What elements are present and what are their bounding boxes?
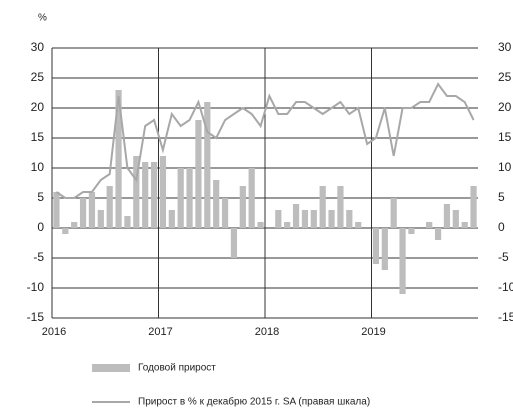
y-tick-label: 30 [31,40,45,54]
bar [443,204,451,228]
bar [292,204,300,228]
bar [328,210,335,228]
bar [88,192,96,228]
bar [301,210,309,228]
y2-tick-label: 15 [498,130,512,144]
bar [53,192,60,228]
bar [257,222,264,228]
y2-tick-label: -5 [498,250,509,264]
y-tick-label: 25 [31,70,45,84]
bar [168,210,175,228]
y-tick-label: -10 [27,280,45,294]
bar [319,186,326,228]
bar [97,210,104,228]
y-tick-label: 20 [31,100,45,114]
y2-tick-label: 20 [498,100,512,114]
y2-tick-label: 30 [498,40,512,54]
bar [204,102,211,228]
bar [133,156,140,228]
y2-tick-label: 0 [498,220,505,234]
bar [275,210,282,228]
bar [470,186,477,228]
y2-tick-label: -15 [498,310,513,324]
bar [399,228,406,294]
bar [71,222,78,228]
bar [284,222,291,228]
bar [461,222,468,228]
bar [239,186,246,228]
x-tick-label: 2018 [255,326,279,338]
x-tick-label: 2017 [148,326,172,338]
bar [372,228,380,264]
legend-label: Годовой прирост [138,363,216,374]
bar [186,168,193,228]
bar [62,228,69,234]
y-tick-label: -15 [27,310,45,324]
y-tick-label: 10 [31,160,45,174]
bar [150,162,158,228]
bar [381,228,388,270]
bar [337,186,344,228]
bar [230,228,238,258]
bar [346,210,353,228]
bar [124,216,131,228]
bar [390,198,397,228]
bar [248,168,255,228]
legend-label: Прирост в % к декабрю 2015 г. SA (правая… [138,396,370,408]
bar [452,210,459,228]
y-tick-label: 0 [37,220,44,234]
bar [426,222,433,228]
bar [310,210,317,228]
bar [115,90,122,228]
bar [213,180,220,228]
bar [177,168,184,228]
bar [159,156,167,228]
y-tick-label: -5 [33,250,44,264]
y2-tick-label: 5 [498,190,505,204]
bar [408,228,415,234]
y2-tick-label: 10 [498,160,512,174]
y2-tick-label: 25 [498,70,512,84]
x-tick-label: 2019 [361,326,385,338]
x-tick-label: 2016 [42,326,66,338]
bar [142,162,149,228]
bar [355,222,362,228]
bar [195,120,202,228]
y-tick-label: 15 [31,130,45,144]
y-tick-label: 5 [37,190,44,204]
bar [79,198,87,228]
line [55,82,475,199]
legend-swatch [92,364,130,372]
y-axis-label: % [38,13,47,24]
bar [434,228,442,240]
bar [106,186,113,228]
y2-tick-label: -10 [498,280,513,294]
bar [221,198,229,228]
